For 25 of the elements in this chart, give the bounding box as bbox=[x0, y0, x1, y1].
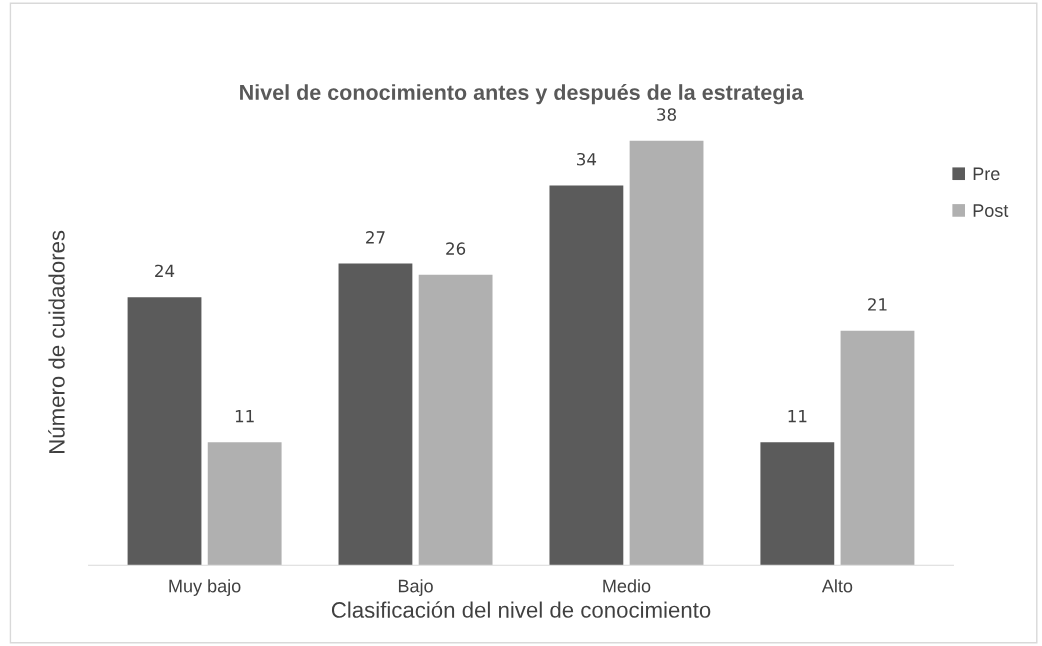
bar bbox=[629, 140, 704, 566]
data-label: 11 bbox=[235, 410, 254, 423]
chart-title: Nivel de conocimiento antes y después de la estrategia bbox=[240, 83, 804, 105]
data-label: 24 bbox=[155, 264, 175, 277]
bar bbox=[127, 297, 202, 566]
data-label: 27 bbox=[366, 231, 385, 244]
bar bbox=[418, 274, 493, 566]
x-tick-label: Bajo bbox=[398, 579, 433, 596]
x-tick-label: Muy bajo bbox=[169, 579, 241, 596]
data-label: 26 bbox=[446, 242, 466, 255]
legend-label: Pre bbox=[973, 167, 1000, 181]
data-label: 21 bbox=[868, 298, 887, 311]
data-label: 38 bbox=[657, 108, 677, 121]
bar bbox=[207, 442, 282, 566]
x-axis-title: Clasificación del nivel de conocimiento bbox=[331, 601, 711, 618]
legend-label: Post bbox=[973, 204, 1009, 217]
data-label: 11 bbox=[788, 410, 807, 423]
data-label: 34 bbox=[577, 152, 597, 166]
x-tick-label: Medio bbox=[603, 579, 651, 593]
x-tick-label: Alto bbox=[821, 579, 853, 593]
bar bbox=[760, 442, 835, 566]
bar bbox=[338, 263, 413, 566]
y-axis-title: Número de cuidadores bbox=[48, 230, 65, 453]
bar bbox=[549, 185, 624, 566]
bar bbox=[840, 330, 915, 566]
